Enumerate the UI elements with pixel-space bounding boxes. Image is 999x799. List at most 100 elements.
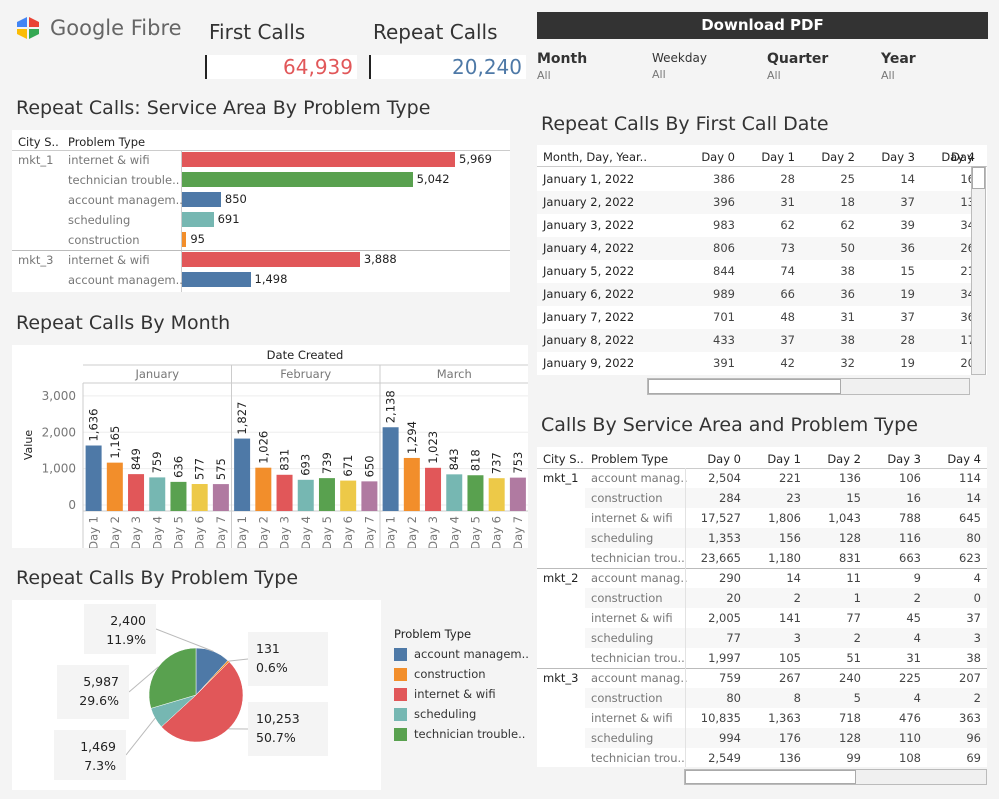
problem-type-label: internet & wifi bbox=[68, 153, 150, 167]
filter-weekday-label: Weekday bbox=[652, 51, 707, 65]
month-bar[interactable] bbox=[403, 457, 420, 511]
filter-quarter[interactable]: Quarter All bbox=[767, 51, 828, 82]
x-tick-label: Day 1 bbox=[384, 516, 398, 548]
value-cell: 17 bbox=[960, 333, 975, 347]
x-tick-label: Day 2 bbox=[256, 516, 270, 548]
value-cell: 66 bbox=[780, 287, 795, 301]
value-cell: 1,353 bbox=[708, 531, 741, 545]
service-table-hscroll[interactable] bbox=[684, 769, 987, 785]
kpi-first-calls-label: First Calls bbox=[209, 20, 306, 44]
problem-bar[interactable] bbox=[182, 172, 413, 187]
col-day: Day 4 bbox=[947, 452, 981, 466]
pie-leader-line bbox=[125, 717, 156, 756]
month-bar[interactable] bbox=[106, 462, 123, 511]
value-cell: 21 bbox=[960, 264, 975, 278]
value-cell: 983 bbox=[713, 218, 735, 232]
date-cell: January 6, 2022 bbox=[543, 287, 635, 301]
col-date: Month, Day, Year.. bbox=[543, 150, 647, 164]
month-bar[interactable] bbox=[340, 480, 357, 511]
value-cell: 48 bbox=[780, 310, 795, 324]
value-cell: 10,835 bbox=[700, 711, 741, 725]
value-cell: 80 bbox=[966, 531, 981, 545]
legend-item[interactable]: internet & wifi bbox=[394, 684, 529, 704]
legend-item[interactable]: scheduling bbox=[394, 704, 529, 724]
month-bar[interactable] bbox=[382, 427, 399, 511]
month-bar[interactable] bbox=[149, 477, 166, 511]
month-bar[interactable] bbox=[318, 478, 335, 511]
first-call-date-vscroll[interactable] bbox=[971, 166, 986, 375]
pie-slice[interactable] bbox=[148, 647, 197, 709]
legend-swatch bbox=[394, 647, 407, 661]
scrollbar-thumb[interactable] bbox=[648, 379, 841, 394]
month-bar[interactable] bbox=[255, 467, 272, 511]
month-bar[interactable] bbox=[276, 474, 293, 511]
pie-slice[interactable] bbox=[161, 661, 244, 743]
value-cell: 15 bbox=[900, 264, 915, 278]
date-cell: January 3, 2022 bbox=[543, 218, 635, 232]
problem-bar[interactable] bbox=[182, 252, 360, 267]
problem-bar[interactable] bbox=[182, 192, 221, 207]
bar-value-label: 1,023 bbox=[426, 431, 440, 464]
value-cell: 23 bbox=[786, 491, 801, 505]
problem-bar[interactable] bbox=[182, 152, 455, 167]
bar-value-label: 2,138 bbox=[384, 390, 398, 423]
filter-year[interactable]: Year All bbox=[881, 51, 916, 82]
scrollbar-thumb[interactable] bbox=[972, 167, 985, 189]
scrollbar-thumb[interactable] bbox=[685, 770, 856, 784]
value-cell: 433 bbox=[713, 333, 735, 347]
legend-item[interactable]: account managem.. bbox=[394, 644, 529, 664]
value-cell: 45 bbox=[906, 611, 921, 625]
col-day: Day 4 bbox=[941, 150, 975, 164]
value-cell: 62 bbox=[780, 218, 795, 232]
value-cell: 38 bbox=[840, 333, 855, 347]
month-bar[interactable] bbox=[234, 438, 251, 511]
month-bar[interactable] bbox=[191, 484, 208, 511]
group-divider bbox=[12, 250, 510, 251]
table-row: technician trou.. 2,549 136 99 108 69 bbox=[585, 748, 987, 767]
month-bar[interactable] bbox=[446, 474, 463, 511]
table-row: scheduling 994 176 128 110 96 bbox=[585, 728, 987, 748]
value-cell: 5 bbox=[853, 691, 861, 705]
value-cell: 831 bbox=[839, 551, 861, 565]
value-cell: 96 bbox=[966, 731, 981, 745]
month-bar[interactable] bbox=[467, 475, 484, 511]
month-bar[interactable] bbox=[509, 477, 526, 511]
month-bar[interactable] bbox=[297, 479, 314, 511]
value-cell: 17,527 bbox=[700, 511, 741, 525]
download-pdf-button[interactable]: Download PDF bbox=[537, 12, 988, 39]
problem-bar[interactable] bbox=[182, 212, 214, 227]
month-bar[interactable] bbox=[361, 481, 378, 511]
value-cell: 1,363 bbox=[768, 711, 801, 725]
legend-item[interactable]: construction bbox=[394, 664, 529, 684]
month-bar[interactable] bbox=[128, 474, 145, 511]
filter-weekday[interactable]: Weekday All bbox=[652, 51, 707, 81]
first-call-date-hscroll[interactable] bbox=[647, 378, 970, 395]
bar-value-label: 1,636 bbox=[87, 409, 101, 442]
month-bar[interactable] bbox=[425, 467, 442, 511]
filter-weekday-value: All bbox=[652, 68, 666, 81]
month-bar[interactable] bbox=[212, 484, 229, 511]
bar-value-label: 5,969 bbox=[459, 152, 492, 166]
x-tick-label: Day 7 bbox=[511, 516, 525, 548]
problem-type-cell: construction bbox=[591, 691, 663, 705]
problem-type-cell: scheduling bbox=[591, 731, 654, 745]
pie-title: Repeat Calls By Problem Type bbox=[16, 567, 299, 589]
month-bar[interactable] bbox=[488, 478, 505, 511]
bar-value-label: 1,026 bbox=[256, 431, 270, 464]
legend-item[interactable]: technician trouble.. bbox=[394, 724, 529, 744]
month-bar[interactable] bbox=[170, 481, 187, 511]
brand-name: Google Fibre bbox=[50, 16, 182, 40]
problem-bar[interactable] bbox=[182, 232, 187, 247]
x-tick-label: Day 1 bbox=[235, 516, 249, 548]
col-day: Day 2 bbox=[821, 150, 855, 164]
problem-bar[interactable] bbox=[182, 272, 251, 287]
filter-month[interactable]: Month All bbox=[537, 51, 587, 82]
value-cell: 51 bbox=[846, 651, 861, 665]
problem-type-pie-chart: 2,400 11.9% 131 0.6% 10,253 50.7% 1,469 7.3% 5,9… bbox=[54, 604, 328, 780]
problem-type-label: technician trouble.. bbox=[68, 173, 180, 187]
city-label: mkt_1 bbox=[543, 471, 579, 485]
month-bar[interactable] bbox=[85, 445, 102, 511]
x-tick-label: Day 3 bbox=[129, 516, 143, 548]
value-cell: 2,504 bbox=[708, 471, 741, 485]
value-cell: 14 bbox=[900, 172, 915, 186]
